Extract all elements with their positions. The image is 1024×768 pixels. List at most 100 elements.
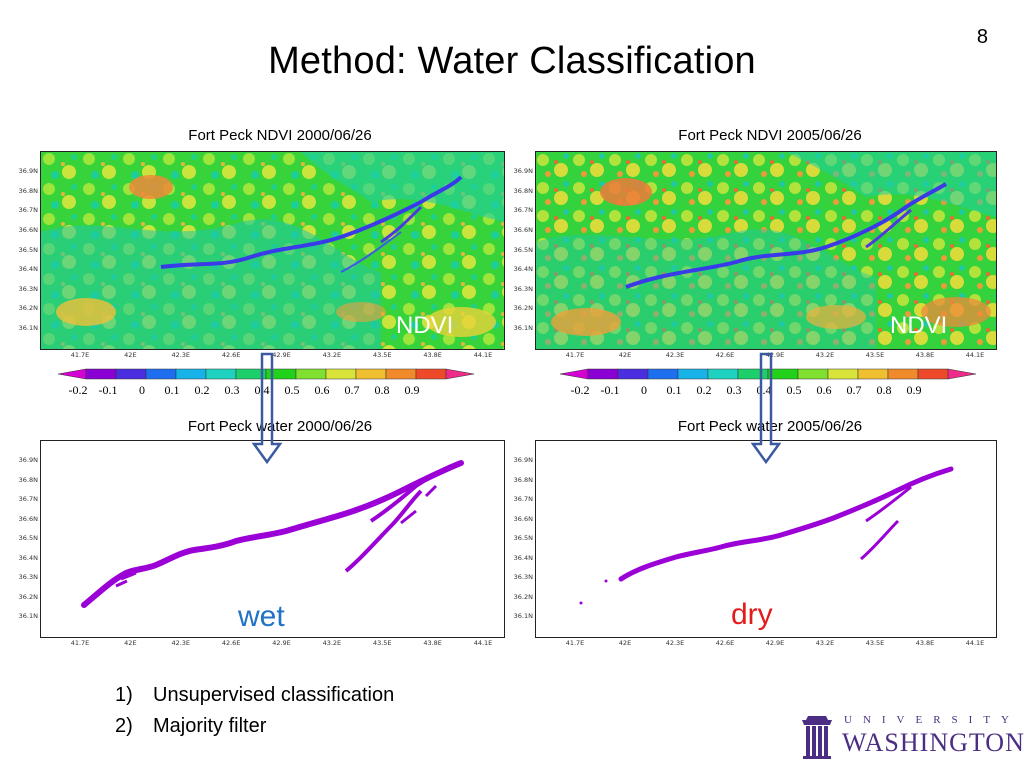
colorbar-tick-label: 0.6 <box>816 383 832 397</box>
y-tick-label: 36.8N <box>18 475 38 484</box>
y-tick-label: 36.9N <box>513 167 533 175</box>
y-tick-label: 36.4N <box>513 553 533 562</box>
y-tick-label: 36.4N <box>18 265 38 274</box>
colorbar-left-cap <box>559 368 589 380</box>
x-tick-label: 43.8E <box>915 639 935 647</box>
x-tick-label: 42.9E <box>272 351 291 359</box>
colorbar-tick-label: 0.8 <box>876 383 892 397</box>
y-tick-label: 36.9N <box>513 456 533 464</box>
colorbar-swatch <box>797 368 829 380</box>
x-tick-label: 43.2E <box>322 639 342 647</box>
colorbar-swatch <box>325 368 357 380</box>
y-tick-label: 36.5N <box>18 245 38 254</box>
colorbar-swatches-2000 <box>57 368 475 380</box>
colorbar-2000 <box>57 367 475 385</box>
ndvi-map-2000 <box>40 151 505 350</box>
y-tick-label: 36.2N <box>513 304 533 313</box>
water-map-2000 <box>40 440 505 638</box>
y-tick-label: 36.1N <box>18 612 38 620</box>
colorbar-swatch <box>175 368 207 380</box>
x-tick-label: 42.3E <box>665 351 685 359</box>
y-tick-label: 36.7N <box>513 495 533 503</box>
colorbar-tick-label: 0.7 <box>846 383 862 397</box>
x-tick-label: 44.1E <box>473 639 493 647</box>
y-tick-label: 36.5N <box>513 245 533 254</box>
colorbar-tick-label: 0.2 <box>194 383 210 397</box>
colorbar-tick-label: 0.3 <box>224 383 240 397</box>
colorbar-tick-label: 0.3 <box>726 383 742 397</box>
step-2: 2) Majority filter <box>115 715 266 738</box>
colorbar-right-cap <box>445 368 475 380</box>
y-tick-label: 36.6N <box>18 514 38 523</box>
slide-title: Method: Water Classification <box>268 40 756 82</box>
y-tick-label: 36.3N <box>18 284 38 293</box>
x-tick-label: 42.6E <box>715 639 735 647</box>
colorbar-tick-label: -0.1 <box>600 383 620 397</box>
x-tick-label: 42.3E <box>171 639 191 647</box>
ndvi-label-2000: NDVI <box>396 312 454 339</box>
step-number: 1) <box>115 684 133 706</box>
x-tick-label: 43.2E <box>815 639 835 647</box>
x-tick-label: 42.6E <box>221 639 241 647</box>
x-tick-label: 42.6E <box>715 351 735 359</box>
colorbar-swatches-2005 <box>559 368 977 380</box>
colorbar-tick-label: 0 <box>139 383 145 397</box>
colorbar-right-cap <box>947 368 977 380</box>
y-tick-label: 36.5N <box>513 534 533 542</box>
uw-logo-line1: UNIVERSITY OF <box>844 714 1024 726</box>
water-2000-title: Fort Peck water 2000/06/26 <box>187 418 373 435</box>
ndvi-2005-title: Fort Peck NDVI 2005/06/26 <box>678 127 862 144</box>
y-tick-label: 36.3N <box>513 284 533 293</box>
y-tick-label: 36.1N <box>18 324 38 332</box>
colorbar-swatch <box>887 368 919 380</box>
down-arrow-icon <box>751 352 781 464</box>
water-map-2005 <box>535 440 997 638</box>
x-tick-label: 43.2E <box>322 351 342 359</box>
colorbar-tick-label: 0 <box>641 383 647 397</box>
colorbar-swatch <box>205 368 237 380</box>
colorbar-swatch <box>295 368 327 380</box>
colorbar-tick-label: 0.8 <box>374 383 390 397</box>
y-tick-label: 36.9N <box>18 167 38 175</box>
colorbar-tick-label: 0.5 <box>786 383 802 397</box>
y-tick-label: 36.2N <box>18 592 38 601</box>
colorbar-tick-label: 0.5 <box>284 383 300 397</box>
method-steps: 1) Unsupervised classification 2) Majority… <box>115 684 515 744</box>
y-tick-label: 36.1N <box>513 324 533 332</box>
colorbar-swatch <box>857 368 889 380</box>
colorbar-swatch <box>115 368 147 380</box>
x-tick-label: 41.7E <box>565 639 585 647</box>
colorbar-tick-label: 0.1 <box>164 383 180 397</box>
y-tick-label: 36.9N <box>18 456 38 464</box>
x-tick-label: 41.7E <box>70 351 90 359</box>
y-tick-label: 36.2N <box>513 592 533 601</box>
colorbar-tick-label: 0.7 <box>344 383 360 397</box>
x-tick-label: 44.1E <box>473 351 493 359</box>
x-tick-label: 43.8E <box>423 351 442 359</box>
x-tick-label: 42.3E <box>171 351 191 359</box>
wet-label: wet <box>238 600 285 633</box>
colorbar-tick-label: 0.9 <box>404 383 420 397</box>
colorbar-swatch <box>647 368 679 380</box>
x-tick-label: 43.2E <box>815 351 835 359</box>
colorbar-swatch <box>85 368 117 380</box>
x-tick-label: 42.9E <box>272 639 291 647</box>
x-tick-label: 42.6E <box>221 351 241 359</box>
colorbar-swatch <box>145 368 177 380</box>
y-tick-label: 36.1N <box>513 612 533 620</box>
x-tick-label: 41.7E <box>70 639 90 647</box>
x-tick-label: 44.1E <box>965 351 985 359</box>
y-tick-label: 36.3N <box>18 573 38 581</box>
colorbar-swatch <box>415 368 447 380</box>
x-tick-label: 41.7E <box>565 351 585 359</box>
x-tick-label: 43.5E <box>372 351 392 359</box>
colorbar-tick-label: -0.2 <box>570 383 590 397</box>
step-text: Unsupervised classification <box>153 684 395 706</box>
colorbar-tick-label: 0.2 <box>696 383 712 397</box>
colorbar-tick-label: 0.1 <box>666 383 682 397</box>
x-tick-label: 43.5E <box>372 639 392 647</box>
colorbar-swatch <box>587 368 619 380</box>
colorbar-swatch <box>707 368 739 380</box>
y-tick-label: 36.8N <box>513 475 533 484</box>
x-tick-label: 42.9E <box>765 639 785 647</box>
